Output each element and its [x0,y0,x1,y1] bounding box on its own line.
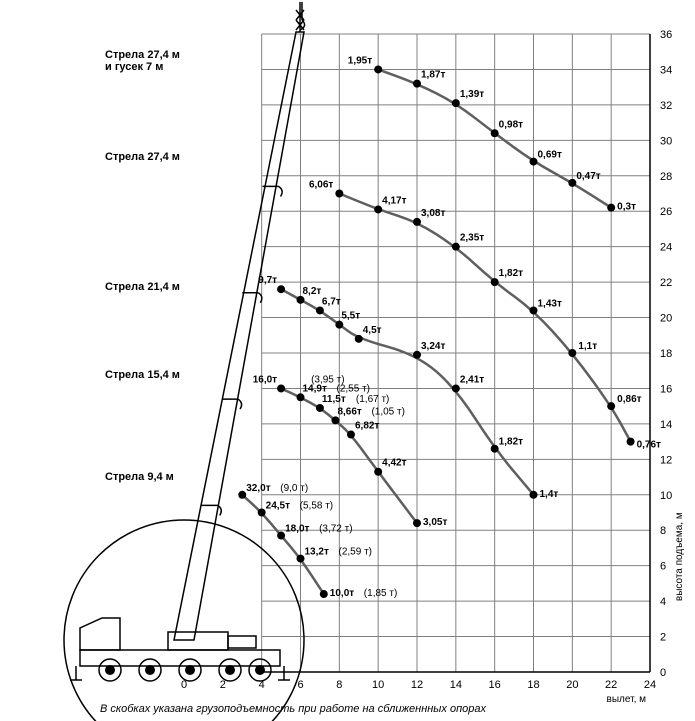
svg-text:13,2т: 13,2т [305,547,329,558]
svg-text:18: 18 [527,679,539,691]
chart-svg: 0246810121416182022240246810121416182022… [0,0,695,721]
svg-text:4,42т: 4,42т [382,458,406,469]
svg-text:16: 16 [660,383,672,395]
svg-text:0,98т: 0,98т [499,119,523,130]
svg-text:3,24т: 3,24т [421,341,445,352]
svg-text:16,0т: 16,0т [253,374,277,385]
svg-text:8: 8 [660,525,666,537]
svg-text:высота подъема, м: высота подъема, м [674,512,685,601]
svg-text:6,82т: 6,82т [355,421,379,432]
svg-text:12: 12 [411,679,423,691]
svg-text:32,0т: 32,0т [246,483,270,494]
svg-text:24,5т: 24,5т [266,501,290,512]
svg-text:20: 20 [566,679,578,691]
svg-text:1,43т: 1,43т [538,298,562,309]
svg-text:9,7т: 9,7т [258,275,277,286]
svg-text:Стрела 27,4 м: Стрела 27,4 м [105,151,180,163]
svg-text:14: 14 [660,419,672,431]
svg-text:0,69т: 0,69т [538,150,562,161]
svg-text:1,39т: 1,39т [460,89,484,100]
svg-text:14,9т: 14,9т [303,383,327,394]
svg-text:10: 10 [372,679,384,691]
svg-text:1,1т: 1,1т [578,341,597,352]
svg-text:24: 24 [644,679,656,691]
svg-text:14: 14 [450,679,462,691]
svg-text:0: 0 [660,667,666,679]
svg-text:4: 4 [660,596,666,608]
svg-text:28: 28 [660,171,672,183]
svg-text:30: 30 [660,135,672,147]
svg-text:2,41т: 2,41т [460,374,484,385]
svg-text:22: 22 [605,679,617,691]
svg-text:2,35т: 2,35т [460,233,484,244]
svg-text:(2,59 т): (2,59 т) [339,547,372,558]
svg-text:Стрела 9,4 м: Стрела 9,4 м [105,471,174,483]
svg-text:(1,85 т): (1,85 т) [364,588,397,599]
svg-text:8,2т: 8,2т [303,286,322,297]
svg-text:18,0т: 18,0т [285,524,309,535]
svg-text:10,0т: 10,0т [330,588,354,599]
svg-text:0,76т: 0,76т [637,440,661,451]
svg-text:(1,05 т): (1,05 т) [371,406,404,417]
svg-text:2: 2 [660,632,666,644]
svg-text:4,5т: 4,5т [363,325,382,336]
svg-text:3,08т: 3,08т [421,208,445,219]
svg-text:6: 6 [660,561,666,573]
svg-text:1,82т: 1,82т [499,437,523,448]
svg-text:В скобках указана грузоподъемн: В скобках указана грузоподъемность при р… [100,703,486,715]
svg-text:(3,72 т): (3,72 т) [319,524,352,535]
svg-text:1,4т: 1,4т [540,489,559,500]
svg-text:вылет, м: вылет, м [607,694,647,705]
svg-text:0,86т: 0,86т [617,394,641,405]
svg-text:(1,67 т): (1,67 т) [356,394,389,405]
svg-text:1,95т: 1,95т [348,55,372,66]
svg-text:18: 18 [660,348,672,360]
svg-text:6,7т: 6,7т [322,296,341,307]
svg-text:(9,0 т): (9,0 т) [280,483,308,494]
crane-load-chart: 0246810121416182022240246810121416182022… [0,0,695,721]
svg-text:8: 8 [336,679,342,691]
svg-text:32: 32 [660,100,672,112]
svg-text:5,5т: 5,5т [341,311,360,322]
svg-text:6,06т: 6,06т [309,180,333,191]
svg-text:11,5т: 11,5т [322,394,346,405]
svg-text:Стрела 15,4 м: Стрела 15,4 м [105,369,180,381]
svg-text:20: 20 [660,313,672,325]
svg-text:34: 34 [660,64,672,76]
svg-text:0,3т: 0,3т [617,202,636,213]
svg-text:24: 24 [660,242,672,254]
svg-text:1,82т: 1,82т [499,268,523,279]
svg-text:и гусек 7 м: и гусек 7 м [105,61,163,73]
svg-text:8,66т: 8,66т [337,406,361,417]
svg-text:6: 6 [297,679,303,691]
svg-text:3,05т: 3,05т [423,517,447,528]
svg-text:22: 22 [660,277,672,289]
svg-text:Стрела 27,4 м: Стрела 27,4 м [105,49,180,61]
svg-text:4,17т: 4,17т [382,195,406,206]
svg-text:0,47т: 0,47т [576,171,600,182]
svg-text:26: 26 [660,206,672,218]
svg-text:36: 36 [660,29,672,41]
svg-text:16: 16 [489,679,501,691]
svg-text:1,87т: 1,87т [421,70,445,81]
svg-text:Стрела 21,4 м: Стрела 21,4 м [105,281,180,293]
svg-text:2: 2 [220,679,226,691]
svg-text:(5,58 т): (5,58 т) [300,501,333,512]
svg-text:12: 12 [660,454,672,466]
svg-text:10: 10 [660,490,672,502]
svg-text:(2,55 т): (2,55 т) [337,383,370,394]
